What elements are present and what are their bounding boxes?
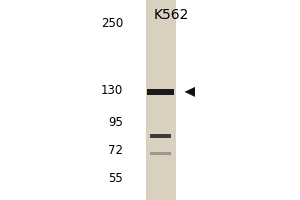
Text: K562: K562 <box>153 8 189 22</box>
Text: 72: 72 <box>108 144 123 157</box>
Text: 250: 250 <box>101 17 123 30</box>
Text: 95: 95 <box>108 116 123 129</box>
Bar <box>150 134 171 138</box>
Text: 55: 55 <box>108 172 123 185</box>
Bar <box>150 152 171 155</box>
Bar <box>147 89 174 95</box>
Bar <box>146 0 176 200</box>
Polygon shape <box>184 87 195 97</box>
Text: 130: 130 <box>101 84 123 97</box>
